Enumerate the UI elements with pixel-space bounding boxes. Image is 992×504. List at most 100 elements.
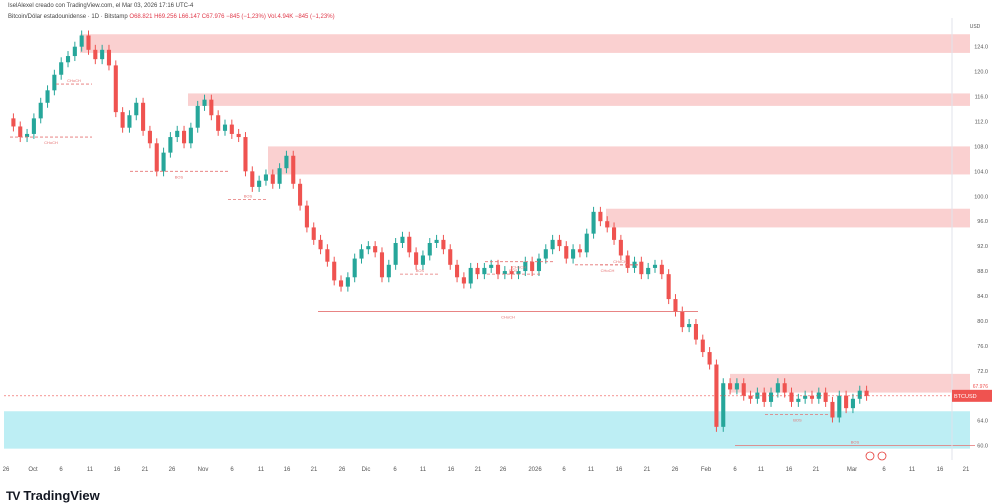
candle-body: [461, 277, 466, 284]
candle-body: [434, 239, 439, 243]
candle-body: [147, 130, 152, 144]
candle-body: [721, 383, 726, 427]
candle-body: [175, 130, 180, 138]
tradingview-mark-icon: TV: [6, 488, 20, 503]
candle-body: [318, 239, 323, 250]
candle-body: [359, 249, 364, 259]
y-tick-label: 96.0: [977, 219, 988, 225]
x-tick-label: 6: [882, 467, 886, 473]
symbol-name: Bitcoin/Dólar estadounidense · 1D · Bits…: [8, 14, 128, 20]
y-tick-label: 104.0: [974, 169, 988, 175]
candle-body: [564, 246, 569, 259]
candle-body: [543, 249, 548, 259]
candle-body: [680, 311, 685, 328]
y-tick-label: 88.0: [977, 269, 988, 275]
x-tick-label: 6: [230, 467, 234, 473]
x-tick-label: 26: [3, 467, 10, 473]
candle-body: [482, 267, 487, 275]
candle-body: [728, 383, 733, 390]
candle-body: [441, 239, 446, 250]
candle-body: [768, 392, 774, 402]
candle-body: [284, 155, 289, 169]
candle-body: [659, 264, 664, 275]
candle-body: [338, 280, 344, 287]
candle-body: [93, 49, 98, 60]
tradingview-logo: TV TradingView: [6, 488, 100, 503]
structure-label: BOS: [851, 440, 860, 445]
structure-label: BOS: [416, 268, 425, 273]
candle-body: [427, 243, 432, 256]
candle-body: [693, 324, 698, 340]
candle-body: [250, 171, 255, 187]
price-tag-symbol: BTCUSD: [954, 394, 977, 400]
x-tick-label: 16: [616, 467, 623, 473]
candle-body: [837, 395, 842, 418]
x-tick-label: 16: [448, 467, 455, 473]
candle-body: [577, 249, 582, 253]
candle-body: [229, 124, 234, 134]
supply-zone: [268, 146, 970, 175]
candle-body: [202, 99, 207, 106]
y-tick-label: 124.0: [974, 45, 988, 51]
candle-body: [489, 264, 494, 268]
candle-body: [612, 227, 617, 240]
candle-body: [257, 180, 262, 187]
candle-body: [236, 133, 241, 138]
x-tick-label: 16: [114, 467, 121, 473]
x-tick-label: Mar: [847, 467, 857, 473]
candle-body: [352, 258, 357, 278]
x-tick-label: 21: [644, 467, 651, 473]
candle-body: [195, 105, 200, 128]
structure-label: BOS: [793, 417, 802, 422]
structure-label: CHoCH: [512, 265, 526, 270]
candle-body: [536, 258, 542, 272]
x-tick-label: 26: [169, 467, 176, 473]
structure-label: BOS: [244, 193, 253, 198]
candle-body: [748, 395, 753, 399]
candle-body: [468, 267, 473, 284]
candle-body: [182, 130, 187, 144]
x-tick-label: 21: [311, 467, 318, 473]
candle-body: [400, 236, 405, 243]
candle-body: [386, 264, 391, 278]
candle-body: [222, 124, 228, 131]
candle-body: [311, 227, 316, 240]
structure-label: BOS: [509, 268, 518, 273]
candle-body: [598, 211, 603, 222]
y-tick-label: 60.0: [977, 444, 988, 450]
y-tick-label: 84.0: [977, 294, 988, 300]
candle-body: [550, 239, 555, 250]
event-flag-icon: [865, 451, 875, 461]
candle-body: [393, 243, 398, 265]
ohlc-values: O68.821 H69.256 L66.147 C67.976 −845 (−1…: [129, 14, 335, 20]
candle-body: [584, 233, 589, 253]
x-tick-label: Oct: [28, 467, 38, 473]
candle-body: [687, 324, 692, 328]
x-tick-label: Dic: [362, 467, 371, 473]
candle-body: [209, 99, 214, 116]
price-tag-value: 67.976: [973, 384, 989, 390]
candle-body: [632, 261, 637, 268]
candle-body: [516, 271, 521, 275]
structure-label: BOS: [175, 174, 184, 179]
candle-body: [277, 168, 282, 184]
candle-body: [379, 252, 385, 278]
x-tick-label: 11: [909, 467, 916, 473]
candle-body: [707, 352, 712, 365]
candle-body: [523, 261, 528, 272]
candle-body: [850, 398, 855, 409]
structure-label: CHoCH: [613, 259, 627, 264]
candle-body: [38, 102, 43, 119]
candle-body: [304, 205, 309, 228]
candle-body: [291, 155, 296, 184]
candle-body: [673, 299, 678, 312]
candle-body: [141, 102, 146, 131]
y-tick-label: 72.0: [977, 369, 988, 375]
candle-body: [79, 35, 84, 47]
candle-body: [414, 252, 419, 265]
candle-body: [495, 264, 501, 275]
x-tick-label: Nov: [198, 467, 209, 473]
candle-body: [646, 267, 651, 275]
candle-body: [332, 261, 337, 281]
